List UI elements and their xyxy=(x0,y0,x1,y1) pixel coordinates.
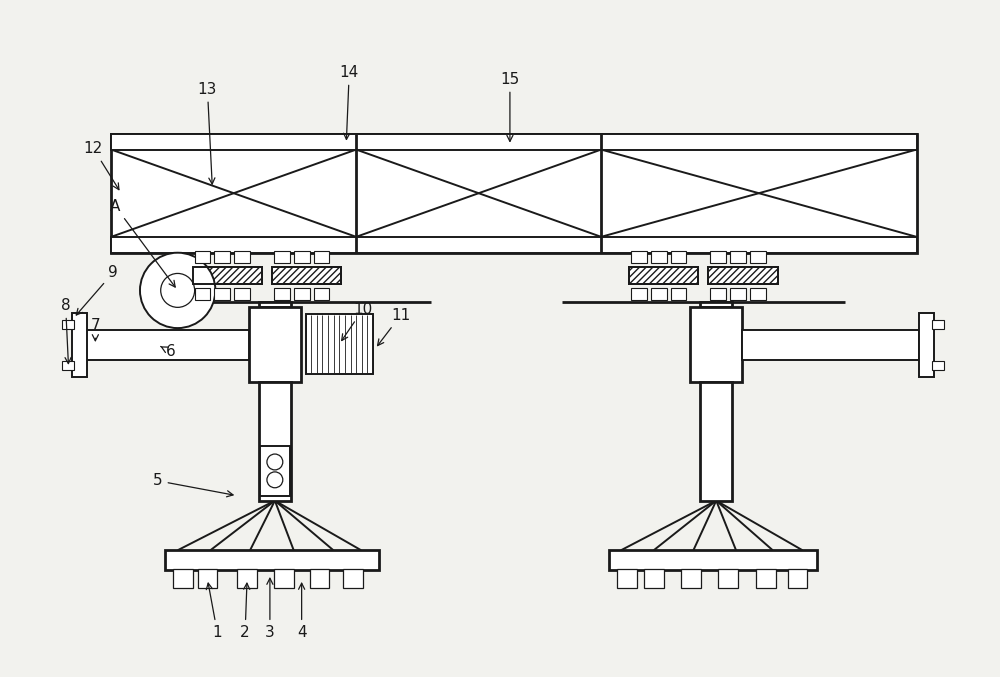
Bar xyxy=(249,307,301,382)
Text: 2: 2 xyxy=(240,583,250,640)
Bar xyxy=(700,382,732,501)
Bar xyxy=(214,288,230,301)
Text: A: A xyxy=(110,198,175,287)
Text: 10: 10 xyxy=(342,302,373,341)
Bar xyxy=(272,267,341,284)
Bar xyxy=(272,267,341,284)
Circle shape xyxy=(161,274,195,307)
Bar xyxy=(85,330,249,359)
Text: 14: 14 xyxy=(340,65,359,139)
Bar xyxy=(651,250,667,263)
Bar xyxy=(750,288,766,301)
Text: 12: 12 xyxy=(84,141,119,190)
Bar xyxy=(932,361,944,370)
Bar xyxy=(631,288,647,301)
Bar xyxy=(193,267,262,284)
Circle shape xyxy=(140,253,215,328)
Bar xyxy=(274,288,290,301)
Bar xyxy=(198,569,217,588)
Bar xyxy=(644,569,664,588)
Bar xyxy=(306,314,373,374)
Bar xyxy=(671,288,686,301)
Bar xyxy=(690,307,742,382)
Bar xyxy=(609,550,817,570)
Bar xyxy=(111,133,917,253)
Bar xyxy=(294,288,310,301)
Bar xyxy=(681,569,701,588)
Bar xyxy=(742,330,919,359)
Bar xyxy=(708,267,778,284)
Bar xyxy=(237,569,257,588)
Bar xyxy=(756,569,776,588)
Text: 1: 1 xyxy=(206,583,222,640)
Bar xyxy=(314,250,329,263)
Bar xyxy=(919,313,934,376)
Text: 4: 4 xyxy=(297,583,306,640)
Text: 3: 3 xyxy=(265,578,275,640)
Bar xyxy=(294,250,310,263)
Bar xyxy=(718,569,738,588)
Bar xyxy=(274,250,290,263)
Bar xyxy=(193,267,262,284)
Bar xyxy=(195,250,210,263)
Bar xyxy=(314,288,329,301)
Bar xyxy=(274,569,294,588)
Bar xyxy=(234,250,250,263)
Bar xyxy=(72,313,87,376)
Bar xyxy=(310,569,329,588)
Text: 5: 5 xyxy=(153,473,233,497)
Bar xyxy=(259,303,291,307)
Text: 7: 7 xyxy=(91,318,100,341)
Bar xyxy=(629,267,698,284)
Bar xyxy=(708,267,778,284)
Bar xyxy=(932,320,944,329)
Circle shape xyxy=(267,472,283,487)
Bar xyxy=(259,382,291,501)
Text: 13: 13 xyxy=(198,81,217,184)
Bar xyxy=(214,250,230,263)
Bar xyxy=(710,288,726,301)
Bar xyxy=(343,569,363,588)
Text: 9: 9 xyxy=(76,265,118,315)
Text: 15: 15 xyxy=(500,72,520,141)
Bar xyxy=(62,361,74,370)
Bar xyxy=(700,303,732,307)
Bar xyxy=(671,250,686,263)
Circle shape xyxy=(267,454,283,470)
Bar xyxy=(629,267,698,284)
Bar xyxy=(730,250,746,263)
Text: 6: 6 xyxy=(161,345,176,359)
Bar xyxy=(651,288,667,301)
Bar xyxy=(111,237,917,253)
Bar xyxy=(62,320,74,329)
Bar xyxy=(710,250,726,263)
Bar xyxy=(195,288,210,301)
Bar xyxy=(631,250,647,263)
Bar xyxy=(260,446,290,496)
Bar xyxy=(617,569,637,588)
Text: 11: 11 xyxy=(378,307,410,345)
Text: 8: 8 xyxy=(61,298,71,364)
Bar xyxy=(165,550,379,570)
Bar xyxy=(234,288,250,301)
Bar xyxy=(750,250,766,263)
Bar xyxy=(111,133,917,150)
Bar xyxy=(173,569,193,588)
Bar xyxy=(788,569,807,588)
Bar xyxy=(730,288,746,301)
